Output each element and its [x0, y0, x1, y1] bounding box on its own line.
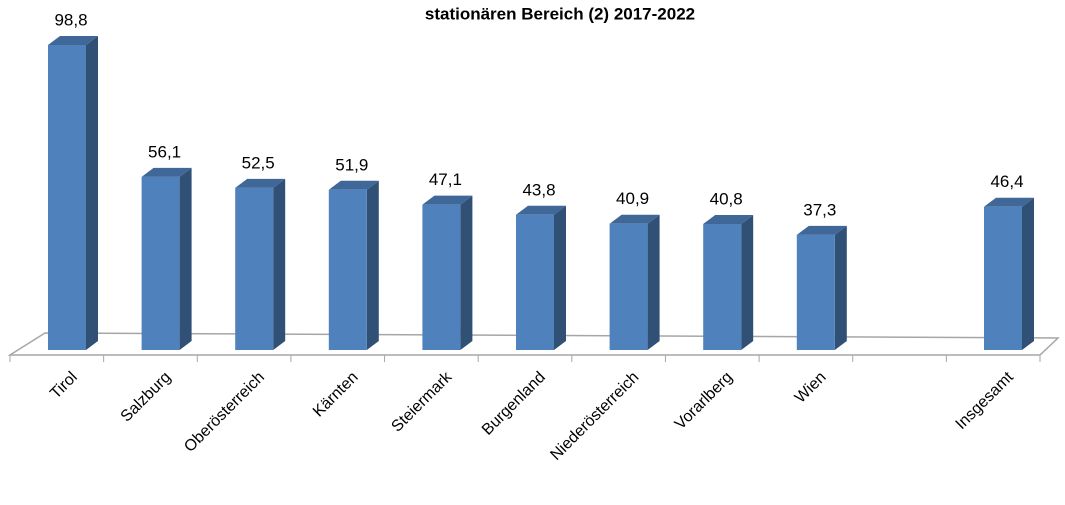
value-label: 40,9: [616, 189, 649, 208]
bar-top: [328, 180, 379, 190]
x-tick-label: Salzburg: [118, 369, 175, 426]
value-label: 46,4: [990, 172, 1023, 191]
bar-side: [273, 178, 286, 350]
bar-front: [235, 187, 274, 350]
bar: [328, 180, 379, 350]
value-label: 51,9: [335, 155, 368, 174]
bar-side: [647, 214, 660, 350]
x-tick-label: Vorarlberg: [672, 369, 736, 433]
x-tick-label: Steiermark: [388, 368, 455, 435]
bar-side: [741, 215, 754, 350]
value-label: 56,1: [148, 142, 181, 161]
bar: [235, 178, 286, 350]
bar: [609, 214, 660, 350]
bar-top: [235, 178, 286, 188]
bar-top: [48, 36, 98, 45]
bar-front: [422, 204, 461, 350]
value-label: 52,5: [242, 153, 275, 172]
bar-top: [796, 225, 847, 235]
value-label: 37,3: [803, 200, 836, 219]
bar-front: [796, 234, 835, 350]
bar: [141, 167, 192, 350]
bar-side: [554, 205, 566, 350]
x-tick-label: Kärnten: [310, 369, 362, 421]
bar-top: [984, 197, 1034, 207]
bar-side: [834, 225, 847, 350]
bar-top: [609, 214, 660, 224]
bar-front: [328, 189, 367, 350]
value-label: 43,8: [522, 180, 555, 199]
bar: [796, 225, 847, 350]
bar-front: [703, 224, 742, 350]
bar: [48, 36, 98, 350]
chart-title: stationären Bereich (2) 2017-2022: [425, 4, 695, 23]
bar-side: [1022, 197, 1034, 350]
bar-side: [366, 180, 379, 350]
bar: [422, 195, 473, 350]
x-tick-label: Niederösterreich: [547, 369, 642, 464]
x-tick-label: Tirol: [47, 369, 81, 403]
bar: [984, 197, 1034, 350]
value-label: 98,8: [54, 10, 87, 29]
bar: [516, 205, 566, 350]
x-tick-label: Burgenland: [479, 369, 549, 439]
bar-front: [516, 214, 554, 350]
bar-front: [609, 223, 648, 350]
bar-side: [179, 167, 192, 350]
bar-top: [703, 215, 754, 225]
x-tick-label: Insgesamt: [953, 368, 1018, 433]
bar-side: [86, 36, 98, 350]
bar-front: [141, 176, 180, 350]
bar-front: [984, 206, 1022, 350]
bar-top: [141, 167, 192, 177]
x-tick-label: Wien: [792, 369, 830, 407]
bar-top: [516, 205, 566, 215]
bar-side: [460, 195, 473, 350]
value-label: 47,1: [429, 170, 462, 189]
bar-front: [48, 45, 86, 350]
bar: [703, 215, 754, 350]
bar-top: [422, 195, 473, 205]
x-tick-label: Oberösterreich: [181, 369, 268, 456]
value-label: 40,8: [710, 190, 743, 209]
